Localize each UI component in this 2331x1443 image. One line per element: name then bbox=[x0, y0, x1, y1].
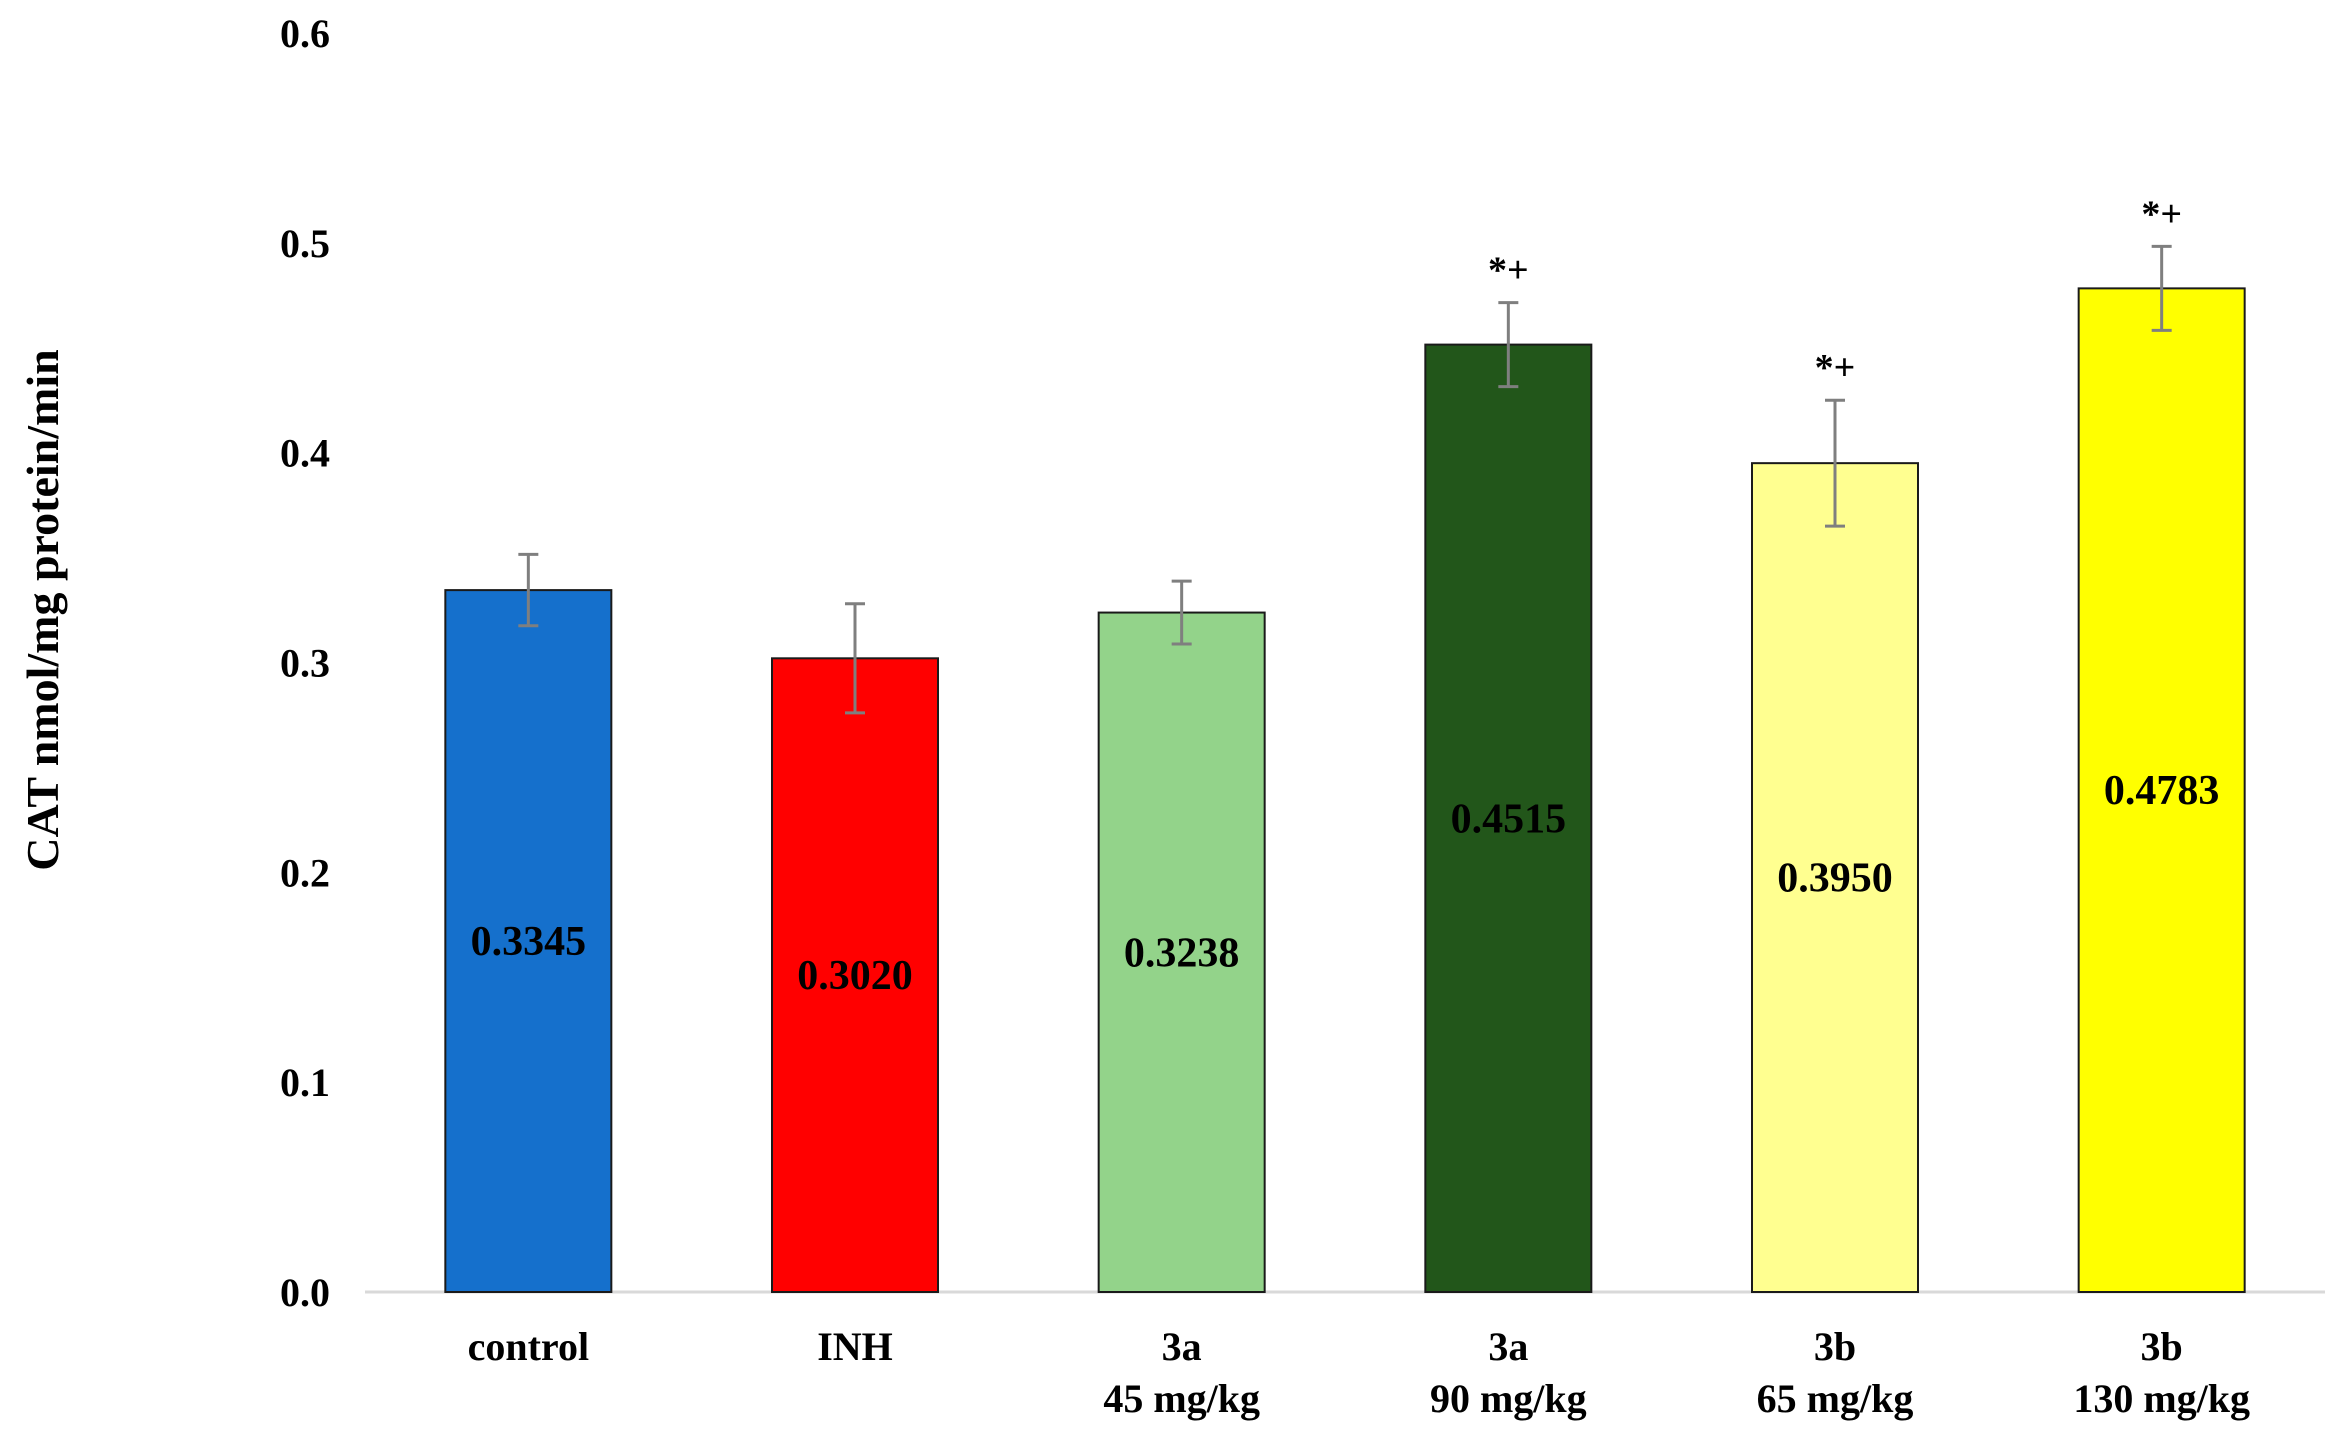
y-tick-label: 0.0 bbox=[280, 1270, 330, 1315]
bars bbox=[444, 287, 2246, 1294]
value-labels: 0.3345 0.3020 0.3238 0.4515 0.3950 0.4783 bbox=[471, 768, 2220, 999]
x-tick-label: 65 mg/kg bbox=[1757, 1376, 1914, 1421]
x-tick-label: 45 mg/kg bbox=[1103, 1376, 1260, 1421]
significance-marker: *+ bbox=[1815, 347, 1856, 389]
x-tick-label: 90 mg/kg bbox=[1430, 1376, 1587, 1421]
y-tick-label: 0.3 bbox=[280, 641, 330, 686]
bar bbox=[2077, 287, 2246, 1293]
bar bbox=[1097, 611, 1266, 1293]
bar bbox=[1424, 343, 1593, 1294]
y-tick-label: 0.2 bbox=[280, 850, 330, 895]
bar bbox=[771, 657, 939, 1293]
y-axis-ticks: 0.0 0.1 0.2 0.3 0.4 0.5 0.6 bbox=[280, 11, 330, 1315]
x-tick-label: 3b bbox=[2141, 1324, 2183, 1369]
x-tick-label: 3a bbox=[1488, 1324, 1528, 1369]
y-tick-label: 0.4 bbox=[280, 431, 330, 476]
bar bbox=[444, 589, 613, 1293]
category-labels: control INH 3a 45 mg/kg 3a 90 mg/kg 3b 65 mg/kg… bbox=[468, 1324, 2250, 1421]
data-label: 0.3020 bbox=[797, 953, 913, 999]
x-tick-label: 3b bbox=[1814, 1324, 1856, 1369]
y-axis-label-group: CAT nmol/mg protein/min bbox=[17, 349, 68, 870]
x-tick-label: control bbox=[468, 1324, 589, 1369]
y-tick-label: 0.5 bbox=[280, 221, 330, 266]
significance-marker: *+ bbox=[1488, 250, 1529, 292]
data-label: 0.3345 bbox=[471, 919, 587, 965]
y-tick-label: 0.1 bbox=[280, 1060, 330, 1105]
y-axis-label: CAT nmol/mg protein/min bbox=[17, 349, 68, 870]
x-tick-label: INH bbox=[817, 1324, 893, 1369]
x-tick-label: 3a bbox=[1162, 1324, 1202, 1369]
error-bars bbox=[518, 244, 2172, 715]
significance-markers: *+ *+ *+ bbox=[1488, 193, 2182, 389]
data-label: 0.4515 bbox=[1451, 796, 1567, 842]
y-tick-label: 0.6 bbox=[280, 11, 330, 56]
bar bbox=[1751, 462, 1919, 1293]
data-label: 0.3950 bbox=[1777, 856, 1893, 902]
data-label: 0.3238 bbox=[1124, 930, 1240, 976]
significance-marker: *+ bbox=[2141, 193, 2182, 235]
x-tick-label: 130 mg/kg bbox=[2073, 1376, 2250, 1421]
data-label: 0.4783 bbox=[2104, 768, 2220, 814]
